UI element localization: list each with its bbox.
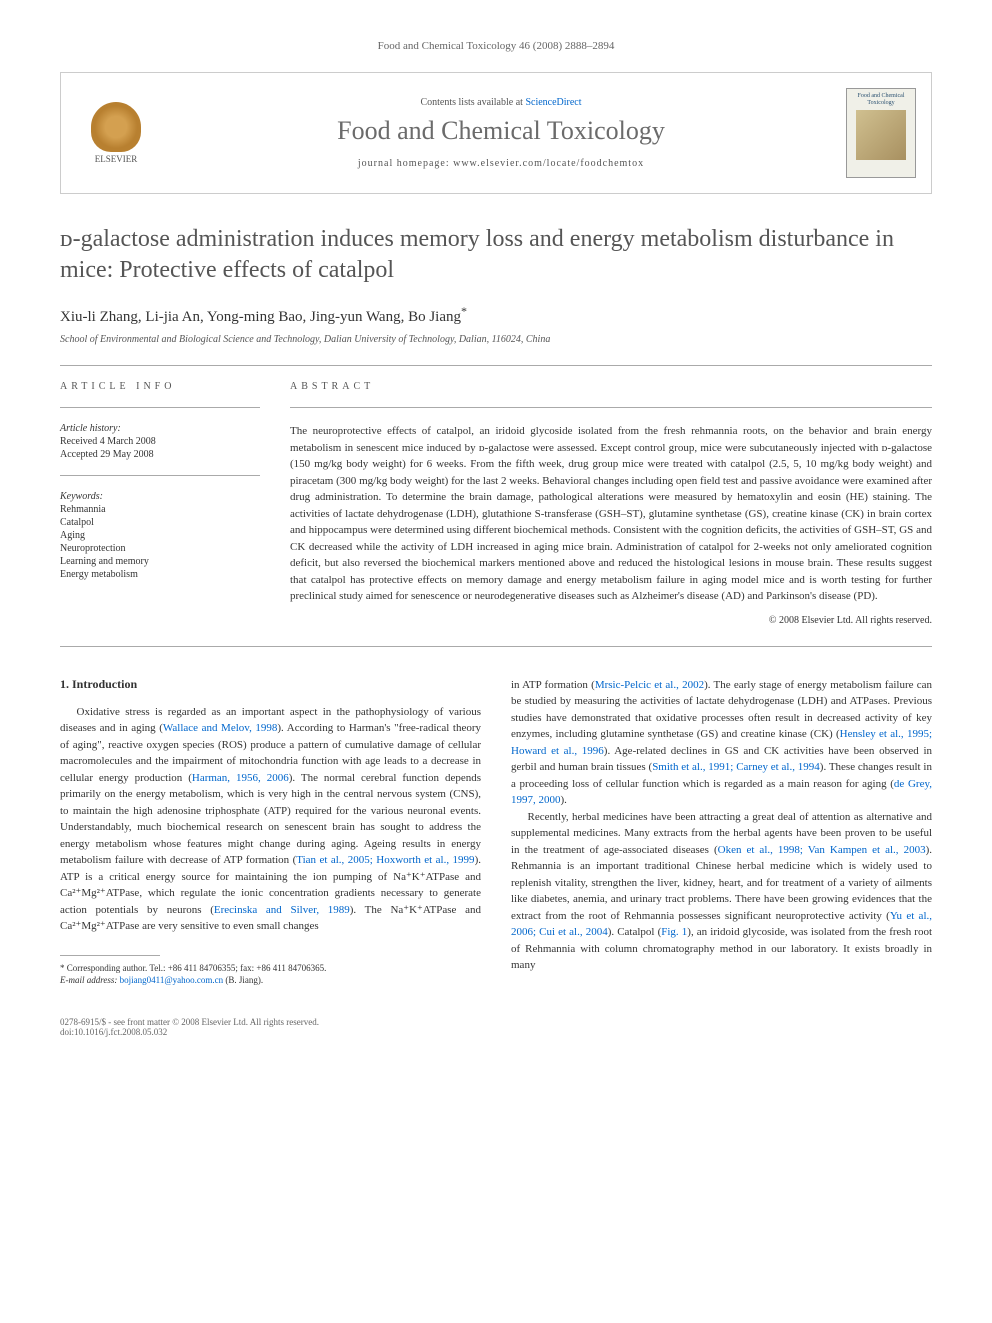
citation-link[interactable]: Erecinska and Silver, 1989 — [214, 904, 350, 916]
citation-link[interactable]: Mrsic-Pelcic et al., 2002 — [595, 679, 704, 691]
elsevier-label: ELSEVIER — [95, 154, 138, 164]
footnote-line: * Corresponding author. Tel.: +86 411 84… — [60, 962, 481, 975]
journal-name: Food and Chemical Toxicology — [156, 116, 846, 146]
homepage-url: www.elsevier.com/locate/foodchemtox — [453, 158, 644, 169]
keyword: Neuroprotection — [60, 543, 260, 554]
homepage-prefix: journal homepage: — [358, 158, 453, 169]
keyword: Catalpol — [60, 517, 260, 528]
footer-line: 0278-6915/$ - see front matter © 2008 El… — [60, 1017, 932, 1027]
divider — [60, 365, 932, 366]
section-heading: 1. Introduction — [60, 677, 481, 692]
cover-image-icon — [856, 110, 906, 160]
email-label: E-mail address: — [60, 975, 120, 985]
email-link[interactable]: bojiang0411@yahoo.com.cn — [120, 975, 223, 985]
divider — [60, 407, 260, 408]
journal-header-center: Contents lists available at ScienceDirec… — [156, 97, 846, 169]
citation-link[interactable]: Tian et al., 2005; Hoxworth et al., 1999 — [296, 854, 474, 866]
body-paragraph: Recently, herbal medicines have been att… — [511, 809, 932, 974]
divider — [290, 407, 932, 408]
keywords-label: Keywords: — [60, 491, 260, 502]
body-text: ). The normal cerebral function depends … — [60, 772, 481, 867]
abstract-column: ABSTRACT The neuroprotective effects of … — [290, 381, 932, 626]
article-info: ARTICLE INFO Article history: Received 4… — [60, 381, 260, 626]
journal-header: ELSEVIER Contents lists available at Sci… — [60, 72, 932, 194]
keyword: Energy metabolism — [60, 569, 260, 580]
body-paragraph: Oxidative stress is regarded as an impor… — [60, 704, 481, 935]
cover-title: Food and Chemical Toxicology — [851, 93, 911, 106]
email-suffix: (B. Jiang). — [223, 975, 263, 985]
history-label: Article history: — [60, 423, 260, 434]
article-title: ᴅ-galactose administration induces memor… — [60, 224, 932, 286]
corresponding-mark: * — [461, 304, 467, 318]
body-column-right: in ATP formation (Mrsic-Pelcic et al., 2… — [511, 677, 932, 987]
divider — [60, 475, 260, 476]
abstract-heading: ABSTRACT — [290, 381, 932, 392]
citation-link[interactable]: Harman, 1956, 2006 — [192, 772, 289, 784]
body-columns: 1. Introduction Oxidative stress is rega… — [60, 677, 932, 987]
article-history-block: Article history: Received 4 March 2008 A… — [60, 423, 260, 460]
corresponding-footnote: * Corresponding author. Tel.: +86 411 84… — [60, 962, 481, 987]
elsevier-tree-icon — [91, 102, 141, 152]
citation-link[interactable]: Wallace and Melov, 1998 — [163, 722, 278, 734]
divider — [60, 646, 932, 647]
keyword: Aging — [60, 530, 260, 541]
contents-prefix: Contents lists available at — [420, 97, 525, 108]
keywords-block: Keywords: Rehmannia Catalpol Aging Neuro… — [60, 491, 260, 580]
author-list: Xiu-li Zhang, Li-jia An, Yong-ming Bao, … — [60, 304, 932, 326]
elsevier-logo: ELSEVIER — [76, 93, 156, 173]
keyword: Learning and memory — [60, 556, 260, 567]
citation-link[interactable]: Oken et al., 1998; Van Kampen et al., 20… — [718, 844, 926, 856]
affiliation: School of Environmental and Biological S… — [60, 334, 932, 345]
homepage-line: journal homepage: www.elsevier.com/locat… — [156, 158, 846, 169]
page-footer: 0278-6915/$ - see front matter © 2008 El… — [60, 1017, 932, 1037]
footnote-email-line: E-mail address: bojiang0411@yahoo.com.cn… — [60, 974, 481, 987]
keyword: Rehmannia — [60, 504, 260, 515]
copyright-line: © 2008 Elsevier Ltd. All rights reserved… — [290, 615, 932, 626]
page-header: Food and Chemical Toxicology 46 (2008) 2… — [60, 40, 932, 52]
journal-cover: Food and Chemical Toxicology — [846, 88, 916, 178]
received-date: Received 4 March 2008 — [60, 436, 260, 447]
abstract-text: The neuroprotective effects of catalpol,… — [290, 423, 932, 605]
footnote-divider — [60, 955, 160, 956]
citation-link[interactable]: Smith et al., 1991; Carney et al., 1994 — [652, 761, 820, 773]
body-text: ). Catalpol ( — [608, 926, 662, 938]
authors-text: Xiu-li Zhang, Li-jia An, Yong-ming Bao, … — [60, 309, 461, 325]
doi-line: doi:10.1016/j.fct.2008.05.032 — [60, 1027, 932, 1037]
figure-link[interactable]: Fig. 1 — [661, 926, 687, 938]
article-info-heading: ARTICLE INFO — [60, 381, 260, 392]
body-text: in ATP formation ( — [511, 679, 595, 691]
body-text: ). — [561, 794, 567, 806]
body-paragraph: in ATP formation (Mrsic-Pelcic et al., 2… — [511, 677, 932, 809]
info-abstract-row: ARTICLE INFO Article history: Received 4… — [60, 381, 932, 626]
body-column-left: 1. Introduction Oxidative stress is rega… — [60, 677, 481, 987]
sciencedirect-link[interactable]: ScienceDirect — [525, 97, 581, 108]
accepted-date: Accepted 29 May 2008 — [60, 449, 260, 460]
contents-line: Contents lists available at ScienceDirec… — [156, 97, 846, 108]
